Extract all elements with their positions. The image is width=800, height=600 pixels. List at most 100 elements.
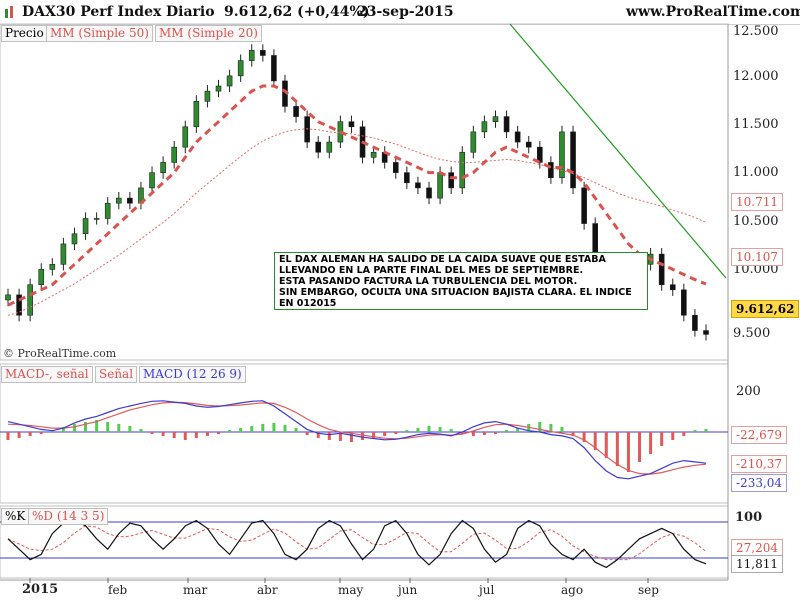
candle-body xyxy=(215,85,222,92)
chart-header: DAX30 Perf Index Diario 9.612,62 (+0,44%… xyxy=(0,0,800,25)
macd-hist-bar xyxy=(128,426,132,432)
x-label-sep: sep xyxy=(638,583,659,597)
copyright-note: © ProRealTime.com xyxy=(3,347,117,360)
candle-body xyxy=(525,141,532,148)
macd-hist-bar xyxy=(338,432,342,441)
macd-hist-bar xyxy=(416,428,420,432)
candle-body xyxy=(581,187,587,224)
candle-body xyxy=(38,269,45,285)
macd-signal-label[interactable]: MACD-, señal xyxy=(1,366,93,383)
candle-body xyxy=(204,90,211,102)
d-label[interactable]: %D (14 3 5) xyxy=(28,508,109,525)
price-axis-11500: 11.500 xyxy=(733,117,779,132)
candle-body xyxy=(27,284,33,316)
chart-logo-icon xyxy=(5,6,13,18)
macd-hist-bar xyxy=(493,432,497,434)
macd-hist-bar xyxy=(172,432,176,438)
macd-hist-bar xyxy=(161,432,165,436)
macd-hist-bar xyxy=(72,424,76,432)
ma20-label[interactable]: MM (Simple 20) xyxy=(155,25,262,42)
macd-hist-bar xyxy=(239,428,243,432)
annotation-box: EL DAX ALEMAN HA SALIDO DE LA CAÍDA SUAV… xyxy=(274,252,648,310)
x-label-jun: jun xyxy=(398,583,418,597)
macd-hist-bar xyxy=(283,425,287,432)
macd-hist-bar xyxy=(95,420,99,432)
stoch-panel-frame xyxy=(0,505,729,579)
macd-line xyxy=(7,400,707,480)
macd-hist-bar xyxy=(327,432,331,440)
macd-hist-bar xyxy=(39,432,43,434)
trend-line xyxy=(509,23,727,279)
macd-hist-bar xyxy=(150,432,154,434)
candle-body xyxy=(160,162,166,173)
annotation-line-4: SIN EMBARGO, OCULTA UNA SITUACION BAJIST… xyxy=(279,287,632,298)
candle-body xyxy=(82,218,89,235)
candle-body xyxy=(171,146,177,163)
macd-hist-bar xyxy=(438,427,442,432)
macd-hist-bar xyxy=(228,430,232,432)
annotation-line-1: EL DAX ALEMAN HA SALIDO DE LA CAÍDA SUAV… xyxy=(279,254,606,265)
candle-body xyxy=(570,131,576,189)
macd-hist-bar xyxy=(17,432,21,438)
macd-signal-tag: -210,37 xyxy=(731,455,788,473)
macd-hist-bar xyxy=(549,424,553,432)
k-label[interactable]: %K xyxy=(1,508,30,525)
price-label[interactable]: Precio xyxy=(1,25,48,42)
candle-body xyxy=(470,131,477,153)
macd-label[interactable]: MACD (12 26 9) xyxy=(139,366,246,383)
candle-body xyxy=(304,116,310,143)
candle-body xyxy=(127,197,133,204)
signal-label[interactable]: Señal xyxy=(95,366,138,383)
macd-hist-bar xyxy=(84,422,88,432)
candle-body xyxy=(60,243,67,265)
macd-hist-bar xyxy=(615,432,619,466)
macd-hist-bar xyxy=(183,432,187,440)
macd-hist-bar xyxy=(117,424,121,432)
macd-hist-bar xyxy=(6,432,10,440)
macd-hist-bar xyxy=(527,424,531,432)
last-price-change: 9.612,62 (+0,44%) xyxy=(224,4,370,20)
stoch-k-line xyxy=(7,519,707,569)
candle-body xyxy=(149,172,155,189)
candle-body xyxy=(193,101,200,128)
candle-body xyxy=(326,141,333,153)
x-label-2015: 2015 xyxy=(22,582,59,597)
candle-body xyxy=(293,106,299,117)
macd-axis-200: 200 xyxy=(736,384,761,399)
candle-body xyxy=(370,151,377,158)
last-price-tag: 9.612,62 xyxy=(731,300,800,318)
macd-hist-bar xyxy=(361,432,365,440)
candle-body xyxy=(426,187,432,199)
macd-hist-tag: -22,679 xyxy=(731,426,788,444)
macd-hist-bar xyxy=(272,423,276,432)
macd-hist-bar xyxy=(205,432,209,436)
macd-hist-bar xyxy=(405,430,409,432)
price-axis-12000: 12.000 xyxy=(733,69,779,84)
candle-body xyxy=(537,146,543,163)
macd-hist-bar xyxy=(383,432,387,436)
macd-hist-bar xyxy=(638,432,642,462)
macd-hist-bar xyxy=(61,427,65,432)
candle-body xyxy=(703,330,709,335)
macd-hist-bar xyxy=(649,432,653,454)
candle-body xyxy=(514,131,521,143)
macd-hist-bar xyxy=(626,432,630,472)
candle-body xyxy=(437,172,443,199)
candle-body xyxy=(415,182,421,189)
macd-hist-bar xyxy=(394,432,398,434)
macd-hist-bar xyxy=(593,432,597,450)
x-label-feb: feb xyxy=(108,583,128,597)
site-url[interactable]: www.ProRealTime.com xyxy=(626,4,800,20)
macd-value-tag: -233,04 xyxy=(731,474,788,492)
macd-hist-bar xyxy=(660,432,664,446)
x-label-may: may xyxy=(338,583,364,597)
candle-body xyxy=(548,162,554,179)
candle-body xyxy=(669,284,676,291)
annotation-line-5: EN 012015 xyxy=(279,298,337,309)
macd-hist-bar xyxy=(482,432,486,435)
macd-hist-bar xyxy=(316,432,320,438)
candle-body xyxy=(49,264,56,270)
candle-body xyxy=(481,121,488,133)
macd-hist-bar xyxy=(471,432,475,436)
ma50-label[interactable]: MM (Simple 50) xyxy=(46,25,153,42)
